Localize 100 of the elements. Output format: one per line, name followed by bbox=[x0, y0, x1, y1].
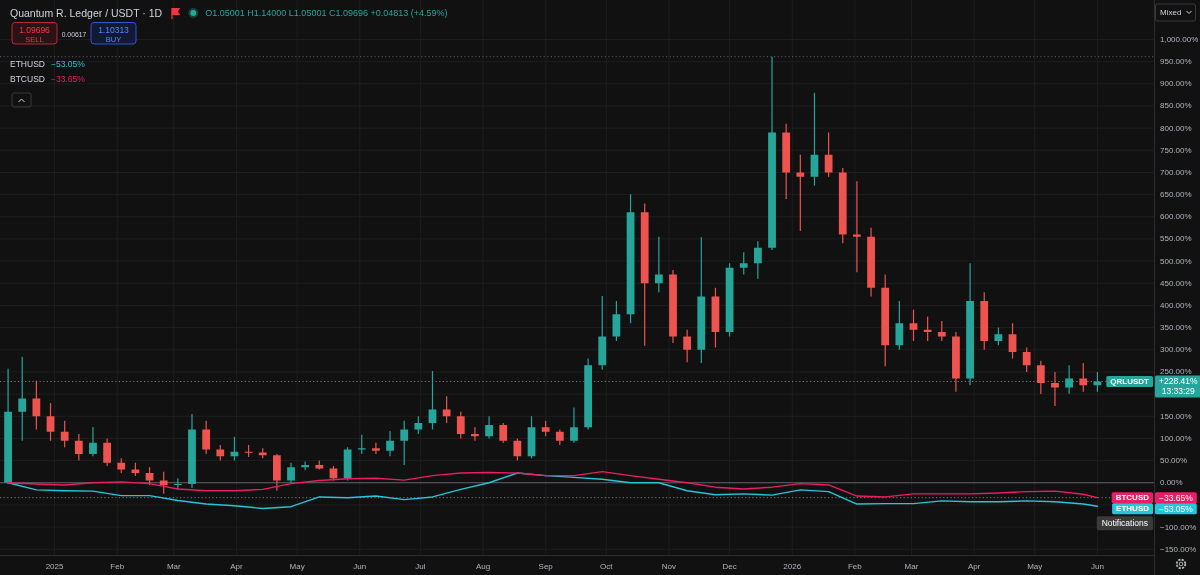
candlestick bbox=[1079, 363, 1088, 392]
candlestick bbox=[131, 462, 140, 477]
y-tick-label: 100.00% bbox=[1160, 433, 1192, 443]
annotation: 1.09696 bbox=[19, 24, 51, 35]
candlestick bbox=[287, 462, 295, 483]
candlestick bbox=[1008, 323, 1017, 359]
candlestick bbox=[824, 132, 833, 177]
y-tick-label: 0.00% bbox=[1160, 478, 1183, 488]
annotation: 1.10313 bbox=[98, 24, 130, 35]
text: BTCUSD bbox=[10, 74, 45, 84]
candlestick bbox=[216, 445, 225, 461]
candlestick bbox=[315, 460, 324, 470]
candlestick bbox=[414, 416, 423, 434]
text: −33.65% bbox=[1159, 492, 1193, 503]
candlestick bbox=[1051, 371, 1059, 407]
y-tick-label: 150.00% bbox=[1160, 411, 1192, 421]
x-tick-label: Jun bbox=[1090, 561, 1104, 571]
x-tick-label: Feb bbox=[110, 561, 125, 571]
x-tick-label: Dec bbox=[722, 561, 737, 571]
candlestick bbox=[654, 236, 663, 293]
candlestick bbox=[782, 123, 791, 200]
line-series bbox=[7, 472, 1099, 510]
candlestick bbox=[895, 300, 904, 350]
candlestick bbox=[89, 426, 97, 457]
candlestick bbox=[994, 327, 1003, 346]
y-tick-label: 300.00% bbox=[1160, 345, 1192, 355]
candlestick bbox=[117, 458, 126, 473]
y-tick-label: 750.00% bbox=[1160, 145, 1192, 155]
candlestick bbox=[74, 433, 83, 461]
y-tick-label: 950.00% bbox=[1160, 57, 1192, 67]
candlestick bbox=[188, 414, 196, 489]
candlestick bbox=[343, 447, 352, 481]
text: O1.05001 H1.14000 L1.05001 C1.09696 +0.04813 (+4.59%) bbox=[205, 8, 448, 18]
candlestick bbox=[838, 168, 847, 244]
candlestick bbox=[60, 420, 69, 448]
y-tick-label: 250.00% bbox=[1160, 367, 1192, 377]
candlestick bbox=[739, 252, 748, 275]
y-tick-label: 400.00% bbox=[1160, 300, 1192, 310]
text: ETHUSD bbox=[1116, 504, 1150, 514]
x-tick-label: Apr bbox=[967, 561, 981, 571]
y-tick-label: 800.00% bbox=[1160, 123, 1192, 133]
candlestick bbox=[853, 181, 861, 273]
candlestick bbox=[32, 380, 41, 430]
y-tick-label: −100.00% bbox=[1160, 522, 1197, 532]
candlestick bbox=[103, 438, 111, 466]
text: BTCUSD bbox=[1115, 493, 1150, 503]
x-tick-label: Nov bbox=[661, 561, 677, 571]
candlestick bbox=[555, 429, 564, 446]
x-tick-label: Mar bbox=[904, 561, 919, 571]
y-tick-label: 350.00% bbox=[1160, 323, 1192, 333]
text: 13:33:29 bbox=[1161, 386, 1196, 397]
candlestick bbox=[513, 438, 522, 461]
candlestick bbox=[442, 396, 451, 423]
candlestick bbox=[867, 227, 875, 297]
candlestick bbox=[471, 427, 479, 441]
candlestick bbox=[46, 402, 55, 441]
y-tick-label: 850.00% bbox=[1160, 101, 1192, 111]
text: +228.41% bbox=[1158, 376, 1198, 387]
candlestick bbox=[598, 296, 607, 370]
y-tick-label: 550.00% bbox=[1160, 234, 1192, 244]
line-series bbox=[7, 470, 1099, 499]
y-tick-label: 650.00% bbox=[1160, 190, 1192, 200]
candlestick bbox=[18, 356, 27, 441]
text: Quantum R. Ledger / USDT · 1D bbox=[10, 7, 163, 19]
y-tick-label: 600.00% bbox=[1160, 212, 1192, 222]
candlestick bbox=[980, 292, 989, 350]
candlestick bbox=[909, 309, 918, 341]
x-tick-label: May bbox=[1027, 561, 1043, 571]
y-tick-label: 500.00% bbox=[1160, 256, 1192, 266]
candlestick bbox=[499, 422, 508, 443]
candlestick bbox=[400, 420, 409, 466]
candlestick bbox=[937, 320, 946, 341]
x-tick-label: 2025 bbox=[45, 561, 65, 571]
x-tick-label: Feb bbox=[847, 561, 863, 571]
y-tick-label: 450.00% bbox=[1160, 278, 1192, 288]
candlestick bbox=[1036, 360, 1045, 395]
annotation: −53.05% bbox=[50, 59, 86, 69]
candlestick bbox=[456, 411, 465, 439]
candlestick bbox=[527, 416, 536, 459]
annotation: −33.65% bbox=[50, 74, 86, 84]
annotation: Notifications bbox=[1101, 518, 1149, 529]
candlestick bbox=[202, 420, 211, 454]
candlestick bbox=[1065, 365, 1074, 395]
candlestick bbox=[570, 407, 578, 443]
candlestick bbox=[301, 461, 310, 471]
candlestick bbox=[1022, 347, 1031, 372]
candlestick bbox=[768, 56, 776, 251]
text: −53.05% bbox=[1159, 503, 1193, 514]
candlestick bbox=[485, 416, 493, 439]
candlestick bbox=[669, 269, 677, 344]
candlestick bbox=[372, 442, 380, 454]
candlestick bbox=[584, 358, 593, 430]
x-tick-label: 2026 bbox=[783, 561, 802, 571]
candlestick bbox=[541, 420, 550, 437]
candlestick bbox=[626, 194, 635, 324]
x-tick-label: Aug bbox=[475, 561, 491, 571]
x-tick-label: May bbox=[289, 561, 305, 571]
candlestick bbox=[683, 329, 692, 363]
x-tick-label: Oct bbox=[600, 561, 614, 571]
x-tick-label: Mar bbox=[166, 561, 182, 571]
